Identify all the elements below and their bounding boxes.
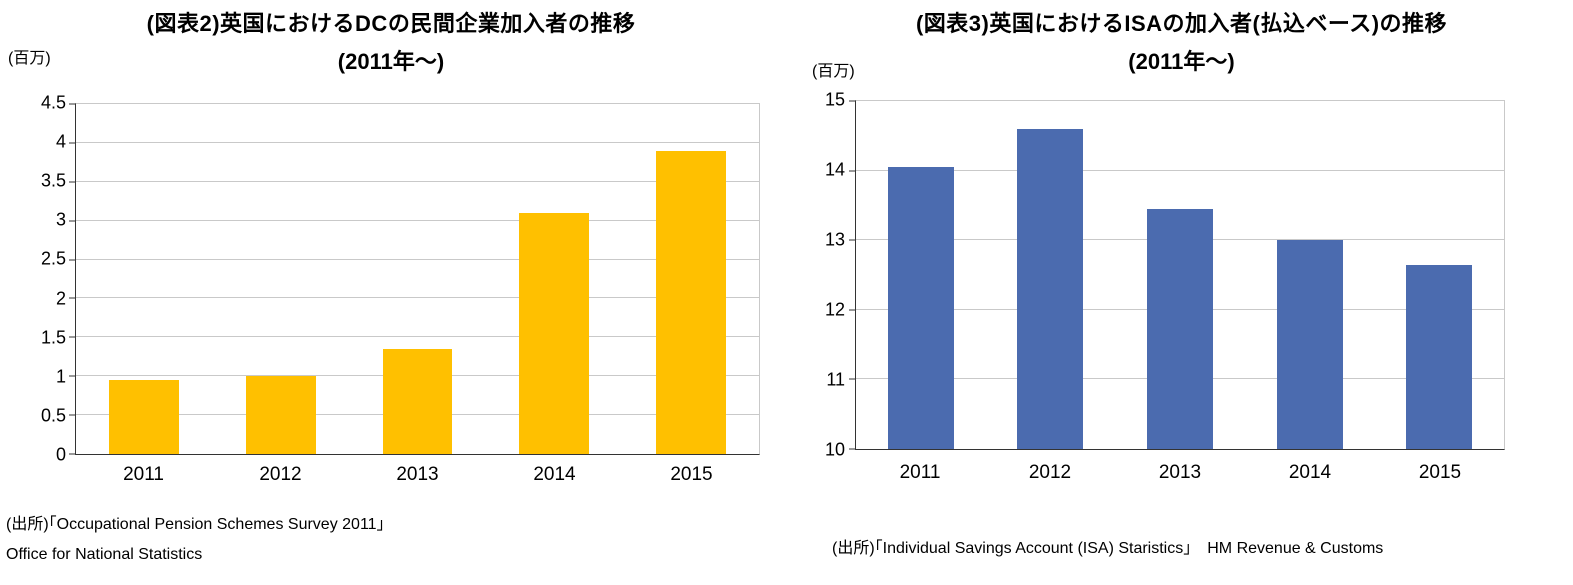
chart-subtitle: (2011年～) xyxy=(337,49,445,74)
y-unit-label: (百万) xyxy=(8,50,51,67)
bar-2015 xyxy=(655,150,726,454)
plot-area xyxy=(849,100,1505,450)
bar-2015 xyxy=(1406,264,1473,449)
y-tick-label: 2.5 xyxy=(40,248,66,269)
y-tick-mark xyxy=(849,100,856,102)
gridline xyxy=(76,297,759,299)
chart-title: (図表2)英国におけるDCの民間企業加入者の推移 xyxy=(146,11,636,36)
x-tick-label: 2015 xyxy=(1418,462,1462,483)
y-tick-mark xyxy=(849,239,856,241)
y-tick-mark xyxy=(69,453,76,455)
x-axis-labels: 2011 2012 2013 2014 2015 xyxy=(75,464,760,486)
y-tick-label: 4 xyxy=(55,131,66,152)
y-tick-mark xyxy=(849,448,856,450)
plot-area xyxy=(69,103,760,455)
gridline xyxy=(76,219,759,221)
y-tick-mark xyxy=(69,336,76,338)
y-tick-label: 13 xyxy=(824,229,845,250)
y-tick-mark xyxy=(69,142,76,144)
y-tick-mark xyxy=(69,220,76,222)
y-tick-label: 4.5 xyxy=(40,92,66,113)
y-tick-mark xyxy=(69,414,76,416)
y-tick-mark xyxy=(69,259,76,261)
y-axis-labels: 0 0.5 1 1.5 2 2.5 3 3.5 4 4.5 xyxy=(8,93,66,465)
y-tick-mark xyxy=(69,103,76,105)
y-tick-label: 1 xyxy=(55,366,66,387)
bar-2011 xyxy=(109,380,180,454)
y-tick-label: 2 xyxy=(55,288,66,309)
gridline xyxy=(76,180,759,182)
y-tick-label: 10 xyxy=(824,439,845,460)
source-lines: (出所)｢Occupational Pension Schemes Survey… xyxy=(6,510,385,570)
y-unit-label: (百万) xyxy=(812,63,855,80)
source-line: (出所)｢Occupational Pension Schemes Survey… xyxy=(6,516,385,533)
bar-slot xyxy=(76,104,213,454)
y-tick-label: 0.5 xyxy=(40,405,66,426)
x-tick-label: 2015 xyxy=(670,464,713,485)
y-tick-label: 3 xyxy=(55,209,66,230)
x-tick-label: 2013 xyxy=(396,464,439,485)
x-tick-label: 2012 xyxy=(1028,462,1072,483)
bar-slot xyxy=(1115,101,1245,449)
y-tick-mark xyxy=(849,170,856,172)
gridline xyxy=(76,258,759,260)
gridline xyxy=(76,336,759,338)
bar-slot xyxy=(1245,101,1375,449)
x-tick-label: 2013 xyxy=(1158,462,1202,483)
bar-slot xyxy=(986,101,1116,449)
y-tick-label: 14 xyxy=(824,159,845,180)
gridline xyxy=(856,169,1504,171)
x-tick-label: 2012 xyxy=(259,464,302,485)
y-tick-mark xyxy=(849,378,856,380)
gridline xyxy=(76,141,759,143)
y-tick-label: 12 xyxy=(824,299,845,320)
x-tick-label: 2014 xyxy=(1288,462,1332,483)
y-tick-mark xyxy=(69,181,76,183)
bar-slot xyxy=(622,104,759,454)
source-lines: (出所)｢Individual Savings Account (ISA) St… xyxy=(832,534,1383,564)
chart-subtitle: (2011年～) xyxy=(1128,49,1235,74)
bars-row xyxy=(76,104,759,454)
bar-2014 xyxy=(1276,240,1343,449)
bar-2012 xyxy=(1017,128,1084,449)
y-axis-labels: 10 11 12 13 14 15 xyxy=(790,90,845,460)
source-line: (出所)｢Individual Savings Account (ISA) St… xyxy=(832,540,1384,557)
y-tick-mark xyxy=(69,297,76,299)
x-tick-label: 2011 xyxy=(899,462,941,483)
x-tick-label: 2014 xyxy=(533,464,576,485)
bar-2013 xyxy=(1146,208,1214,449)
chart-figure2: (図表2)英国におけるDCの民間企業加入者の推移 (2011年～) (百万) 0… xyxy=(0,0,782,585)
chart-figure3: (図表3)英国におけるISAの加入者(払込ベース)の推移 (2011年～) (百… xyxy=(790,0,1573,585)
bar-slot xyxy=(856,101,986,449)
y-tick-label: 1.5 xyxy=(40,327,66,348)
y-tick-mark xyxy=(69,375,76,377)
bar-slot xyxy=(349,104,486,454)
bars-row xyxy=(856,101,1504,449)
x-axis-labels: 2011 2012 2013 2014 2015 xyxy=(855,462,1505,484)
bar-slot xyxy=(213,104,350,454)
source-line: Office for National Statistics xyxy=(6,546,203,563)
chart-title: (図表3)英国におけるISAの加入者(払込ベース)の推移 xyxy=(915,11,1448,36)
bar-2013 xyxy=(382,349,453,454)
x-tick-label: 2011 xyxy=(123,464,164,485)
y-tick-label: 11 xyxy=(826,369,845,390)
bar-slot xyxy=(1374,101,1504,449)
y-tick-label: 15 xyxy=(824,89,845,110)
y-tick-mark xyxy=(849,309,856,311)
y-tick-label: 0 xyxy=(55,444,66,465)
bar-slot xyxy=(486,104,623,454)
bar-2012 xyxy=(246,376,316,454)
bar-2011 xyxy=(887,167,954,449)
y-tick-label: 3.5 xyxy=(40,170,66,191)
bar-2014 xyxy=(519,212,589,454)
